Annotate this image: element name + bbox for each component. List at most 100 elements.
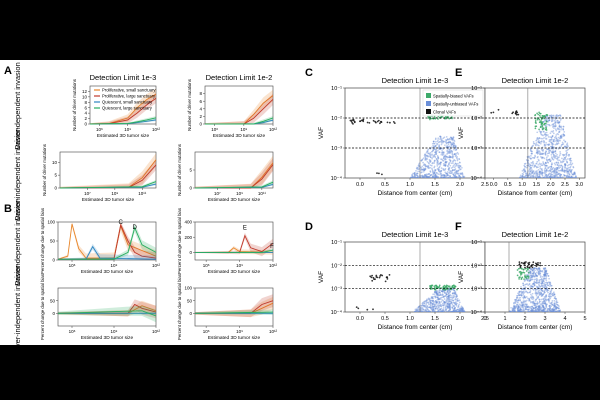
vaf-point-unbiased: [546, 170, 548, 172]
vaf-point-unbiased: [424, 174, 426, 176]
vaf-point-unbiased: [539, 293, 541, 296]
vaf-point-unbiased: [535, 311, 538, 312]
vaf-point-unbiased: [561, 170, 564, 172]
vaf-point-unbiased: [427, 152, 429, 155]
vaf-point-unbiased: [439, 173, 441, 176]
vaf-point-unbiased: [434, 148, 437, 150]
vaf-point-unbiased: [543, 274, 546, 277]
points-layer: [349, 112, 466, 178]
vaf-point-unbiased: [534, 309, 537, 312]
vaf-point-unbiased: [548, 282, 551, 284]
vaf-point-unbiased: [554, 163, 557, 166]
vaf-point-unbiased: [530, 307, 533, 310]
vaf-point-unbiased: [574, 175, 577, 177]
vaf-point-unbiased: [462, 176, 465, 178]
vaf-point-unbiased: [544, 175, 546, 177]
vaf-point-unbiased: [433, 166, 436, 169]
vaf-point-unbiased: [452, 299, 454, 302]
vaf-point-unbiased: [566, 146, 569, 149]
vaf-point-unbiased: [549, 310, 552, 312]
vaf-point-unbiased: [429, 170, 432, 172]
vaf-point-clonal: [368, 122, 371, 124]
vaf-point-unbiased: [534, 303, 536, 305]
vaf-point-unbiased: [524, 303, 526, 306]
vaf-point-unbiased: [438, 294, 440, 297]
vaf-point-unbiased: [438, 151, 441, 153]
vaf-point-unbiased: [451, 150, 454, 153]
vaf-point-unbiased: [457, 308, 460, 311]
annotation-label: D: [133, 225, 138, 231]
vaf-point-unbiased: [544, 143, 546, 146]
vaf-point-unbiased: [528, 310, 531, 312]
vaf-point-unbiased: [428, 299, 431, 301]
vaf-point-unbiased: [458, 301, 461, 304]
vaf-point-unbiased: [544, 289, 546, 292]
vaf-point-unbiased: [512, 306, 515, 309]
vaf-point-unbiased: [462, 310, 465, 312]
vaf-point-unbiased: [550, 141, 553, 144]
y-axis-label: VAF: [458, 127, 465, 139]
x-axis-label: Estimated 3D tumor size: [208, 269, 261, 275]
vaf-point-unbiased: [452, 301, 455, 304]
vaf-point-unbiased: [538, 294, 541, 296]
vaf-point-unbiased: [547, 174, 549, 177]
vaf-point-unbiased: [545, 173, 548, 176]
vaf-point-unbiased: [543, 296, 546, 298]
annotation-label: E: [243, 226, 247, 232]
y-tick-label: 5: [54, 173, 57, 178]
vaf-point-unbiased: [533, 166, 535, 168]
vaf-point-unbiased: [446, 146, 449, 148]
vaf-point-clonal: [380, 120, 382, 123]
vaf-point-unbiased: [569, 159, 571, 161]
vaf-point-unbiased: [545, 169, 548, 172]
vaf-point-unbiased: [432, 148, 435, 151]
vaf-point-unbiased: [427, 165, 430, 168]
vaf-point-unbiased: [448, 289, 451, 292]
vaf-point-unbiased: [455, 148, 458, 151]
vaf-point-unbiased: [518, 291, 521, 294]
vaf-point-unbiased: [453, 144, 456, 146]
vaf-point-unbiased: [414, 174, 417, 177]
vaf-point-unbiased: [566, 176, 568, 178]
vaf-point-unbiased: [461, 308, 464, 311]
vaf-point-unbiased: [442, 157, 445, 159]
vaf-point-unbiased: [522, 303, 524, 305]
vaf-point-unbiased: [522, 282, 524, 285]
vaf-point-unbiased: [552, 176, 555, 178]
vaf-point-unbiased: [456, 311, 459, 312]
vaf-point-unbiased: [457, 310, 460, 312]
x-tick-label: 2.0: [547, 182, 555, 188]
vaf-point-unbiased: [544, 152, 547, 154]
y-tick-label: 10⁻²: [331, 263, 342, 269]
vaf-point-unbiased: [453, 290, 456, 292]
vaf-point-unbiased: [454, 175, 456, 178]
vaf-point-unbiased: [423, 300, 426, 303]
vaf-point-unbiased: [538, 284, 540, 287]
vaf-point-unbiased: [439, 135, 441, 138]
vaf-point-unbiased: [544, 302, 547, 305]
vaf-point-unbiased: [449, 152, 451, 154]
vaf-point-unbiased: [515, 297, 518, 299]
vaf-point-unbiased: [445, 139, 448, 142]
vaf-point-unbiased: [540, 278, 543, 281]
vaf-point-unbiased: [548, 176, 550, 178]
vaf-point-unbiased: [421, 168, 424, 171]
vaf-point-unbiased: [443, 156, 445, 158]
vaf-point-unbiased: [435, 148, 438, 151]
vaf-point-unbiased: [432, 300, 434, 303]
vaf-point-unbiased: [461, 308, 464, 311]
vaf-point-unbiased: [552, 151, 555, 154]
vaf-point-unbiased: [572, 173, 574, 176]
vaf-point-unbiased: [521, 291, 524, 293]
vaf-point-unbiased: [529, 164, 532, 167]
vaf-point-unbiased: [551, 292, 554, 295]
vaf-point-clonal: [362, 118, 365, 121]
vaf-point-unbiased: [543, 271, 546, 274]
vaf-point-clonal: [353, 121, 356, 124]
vaf-point-unbiased: [544, 285, 547, 288]
x-tick-label: 10¹²: [152, 263, 161, 268]
vaf-point-unbiased: [456, 177, 459, 178]
vaf-point-unbiased: [538, 302, 541, 304]
vaf-point-unbiased: [424, 159, 427, 161]
